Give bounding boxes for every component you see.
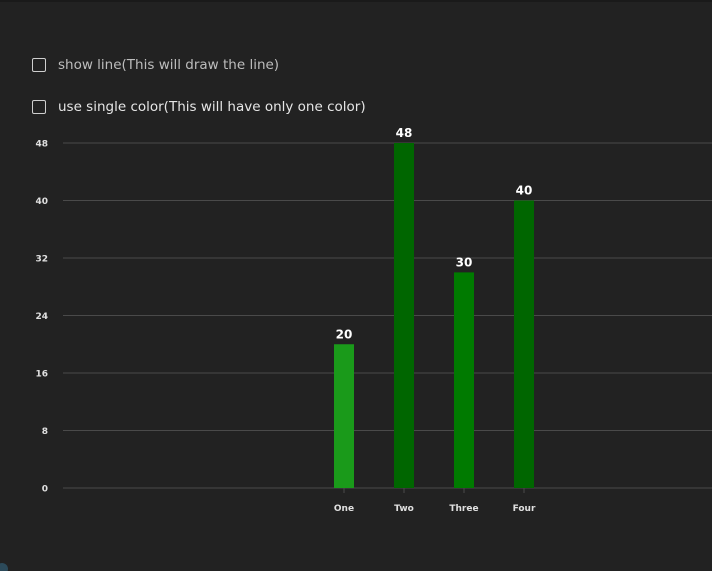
single-color-option[interactable]: use single color(This will have only one…: [32, 98, 366, 116]
show-line-label: show line(This will draw the line): [58, 57, 280, 73]
x-tick-label-two: Two: [394, 504, 414, 514]
y-tick-label: 32: [35, 255, 48, 265]
x-tick-label-three: Three: [449, 504, 478, 514]
data-label-two: 48: [396, 126, 413, 140]
y-tick-label: 16: [35, 370, 48, 380]
y-tick-label: 8: [42, 427, 48, 437]
data-label-one: 20: [336, 327, 353, 341]
y-tick-label: 24: [35, 312, 48, 322]
data-label-three: 30: [456, 255, 473, 269]
bar-two[interactable]: [394, 143, 414, 488]
y-tick-label: 40: [35, 197, 48, 207]
show-line-option[interactable]: show line(This will draw the line): [32, 56, 279, 74]
x-tick-label-one: One: [334, 504, 354, 514]
bar-four[interactable]: [514, 200, 534, 489]
top-border: [0, 0, 712, 2]
bar-three[interactable]: [454, 272, 474, 488]
data-label-four: 40: [516, 184, 533, 198]
y-tick-label: 0: [42, 485, 48, 495]
show-line-checkbox[interactable]: [32, 58, 46, 72]
y-tick-label: 48: [35, 140, 48, 150]
bar-one[interactable]: [334, 344, 354, 488]
single-color-checkbox[interactable]: [32, 100, 46, 114]
x-tick-label-four: Four: [513, 504, 536, 514]
corner-indicator: [0, 563, 8, 571]
single-color-label: use single color(This will have only one…: [58, 99, 366, 115]
